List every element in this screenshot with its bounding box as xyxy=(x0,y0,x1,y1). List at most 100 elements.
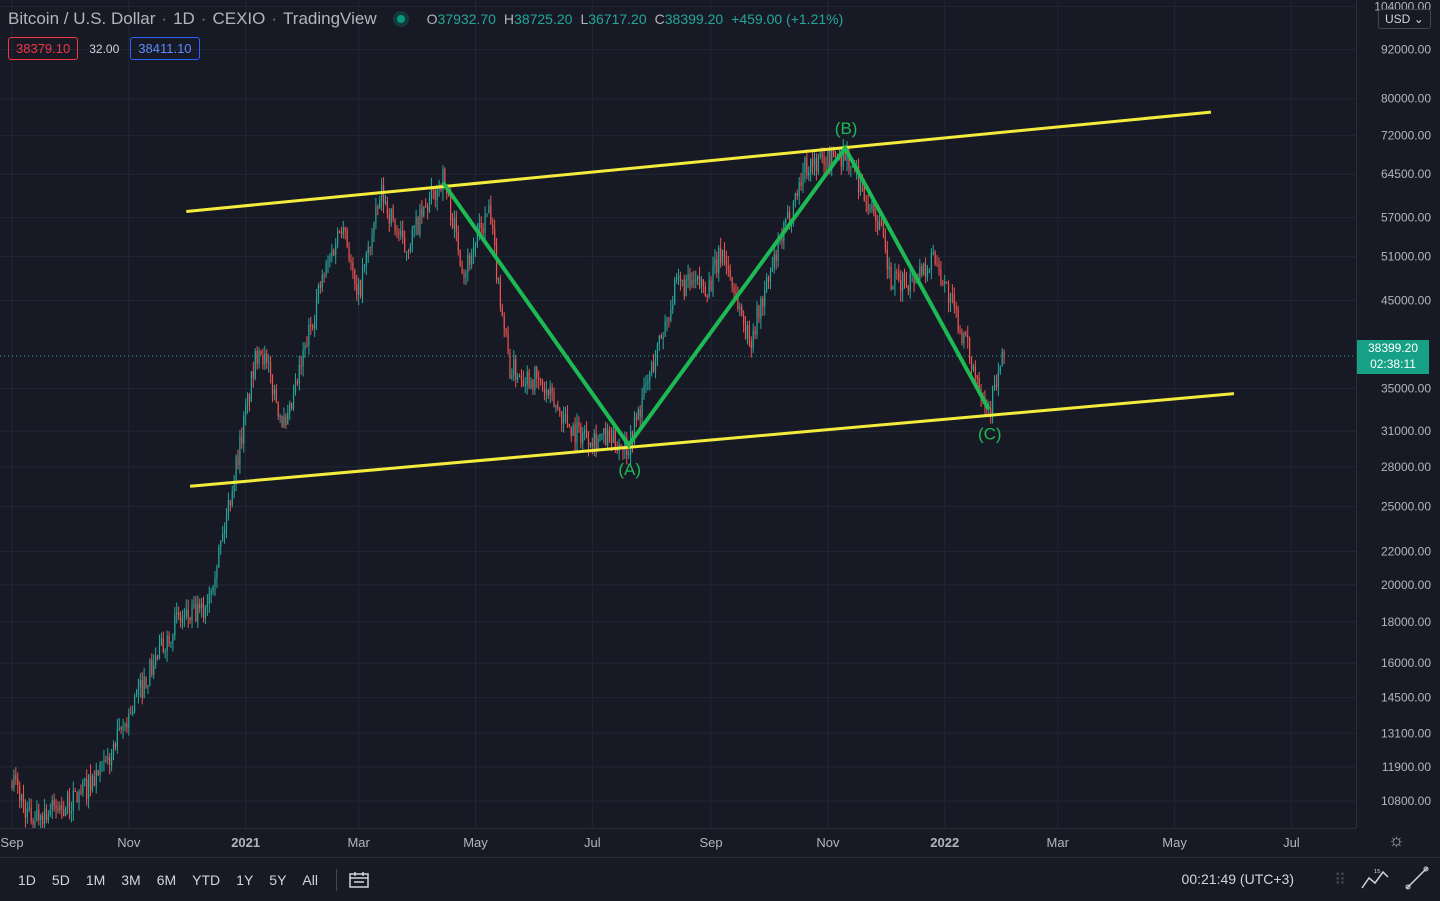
candle xyxy=(903,268,906,289)
candle-body xyxy=(834,156,837,158)
candle xyxy=(269,356,272,384)
range-3m-button[interactable]: 3M xyxy=(121,871,141,888)
candle xyxy=(890,262,892,291)
candle-body xyxy=(607,429,609,446)
candle xyxy=(766,273,768,293)
candle xyxy=(808,166,810,182)
candle xyxy=(802,162,804,193)
candle-body xyxy=(367,246,369,253)
candle xyxy=(472,237,475,264)
candle xyxy=(344,226,346,240)
candle xyxy=(381,178,383,211)
range-all-button[interactable]: All xyxy=(302,871,318,888)
candle xyxy=(149,658,151,687)
candle-body xyxy=(785,218,787,223)
price-axis[interactable]: 104000.00 92000.00 80000.00 72000.00 64500.0… xyxy=(1356,0,1440,828)
candle-body xyxy=(156,655,159,659)
candle-body xyxy=(620,445,622,447)
candle xyxy=(304,342,306,358)
candle xyxy=(497,277,500,285)
range-1m-button[interactable]: 1M xyxy=(85,871,106,888)
candle xyxy=(222,525,224,542)
draw-line-icon[interactable] xyxy=(1404,865,1430,894)
clock-timezone[interactable]: 00:21:49 (UTC+3) xyxy=(1181,871,1294,887)
candle xyxy=(375,197,377,230)
candle xyxy=(260,350,262,356)
candle xyxy=(459,249,461,267)
price-tick-label: 22000.00 xyxy=(1381,544,1431,558)
candle xyxy=(532,378,534,395)
candle-body xyxy=(524,384,526,386)
candle xyxy=(892,285,894,290)
indicator-chart-icon[interactable]: ₁₅ xyxy=(1360,864,1390,895)
candle-body xyxy=(656,343,659,359)
candle xyxy=(731,276,733,293)
candle xyxy=(894,263,896,296)
candle xyxy=(80,784,82,796)
candle xyxy=(530,377,532,390)
candle xyxy=(287,404,289,425)
candle xyxy=(492,217,494,235)
range-5d-button[interactable]: 5D xyxy=(51,871,70,888)
candle xyxy=(126,717,128,734)
candle-body xyxy=(614,429,616,448)
candle xyxy=(651,360,653,377)
candle-body xyxy=(191,606,193,621)
candle xyxy=(354,268,356,291)
candle-body xyxy=(501,307,503,317)
candle-body xyxy=(30,807,32,822)
market-status-icon[interactable] xyxy=(396,15,405,23)
candle-body xyxy=(884,237,886,250)
candle-body xyxy=(74,790,76,792)
candle-body xyxy=(561,411,563,424)
candle xyxy=(909,270,911,299)
candle-body xyxy=(124,724,126,727)
range-ytd-button[interactable]: YTD xyxy=(192,871,221,888)
candle-body xyxy=(78,791,80,803)
time-tick-label: Jul xyxy=(584,835,601,850)
candle xyxy=(570,426,572,443)
date-range-icon[interactable] xyxy=(347,870,371,890)
candle xyxy=(227,492,230,521)
candle xyxy=(266,349,268,369)
buy-price-button[interactable]: 38411.10 xyxy=(130,37,200,60)
candle xyxy=(250,370,253,403)
candle xyxy=(921,263,923,278)
candle xyxy=(365,250,367,276)
time-tick-label: Mar xyxy=(347,835,370,850)
time-axis[interactable]: Sep Nov 2021 Mar May Jul Sep Nov 2022 Mar May Jul xyxy=(0,828,1356,857)
candle xyxy=(654,349,657,379)
symbol-name[interactable]: Bitcoin / U.S. Dollar xyxy=(8,9,156,28)
candle-body xyxy=(846,151,848,161)
range-1y-button[interactable]: 1Y xyxy=(236,871,254,888)
candle-body xyxy=(474,245,477,247)
candle-body xyxy=(829,149,831,168)
interval-label[interactable]: 1D xyxy=(173,9,195,28)
candle-body xyxy=(193,604,195,607)
range-1d-button[interactable]: 1D xyxy=(18,871,36,888)
candle-body xyxy=(312,326,314,329)
candle-body xyxy=(503,316,505,329)
candle xyxy=(884,228,886,254)
candle-body xyxy=(808,172,810,176)
price-chart[interactable]: (A) (B) (C) xyxy=(0,0,1356,828)
candle-body xyxy=(654,358,657,371)
currency-select[interactable]: USD ⌄ xyxy=(1378,9,1431,29)
range-5y-button[interactable]: 5Y xyxy=(269,871,287,888)
candle xyxy=(804,156,806,183)
candle-body xyxy=(597,438,599,449)
gear-icon[interactable]: ☼ xyxy=(1388,830,1405,850)
candle-body xyxy=(576,422,578,443)
candle-body xyxy=(716,259,718,273)
high-value: 38725.20 xyxy=(514,11,573,27)
candle xyxy=(308,318,310,355)
sell-price-button[interactable]: 38379.10 xyxy=(8,37,79,60)
candle-body xyxy=(720,247,722,264)
drag-handle-icon[interactable]: ⠿ xyxy=(1334,871,1346,889)
range-6m-button[interactable]: 6M xyxy=(156,871,177,888)
candle xyxy=(877,215,879,236)
candle xyxy=(346,227,348,249)
candle xyxy=(352,257,354,280)
candle xyxy=(63,800,65,817)
candle-body xyxy=(398,232,400,235)
